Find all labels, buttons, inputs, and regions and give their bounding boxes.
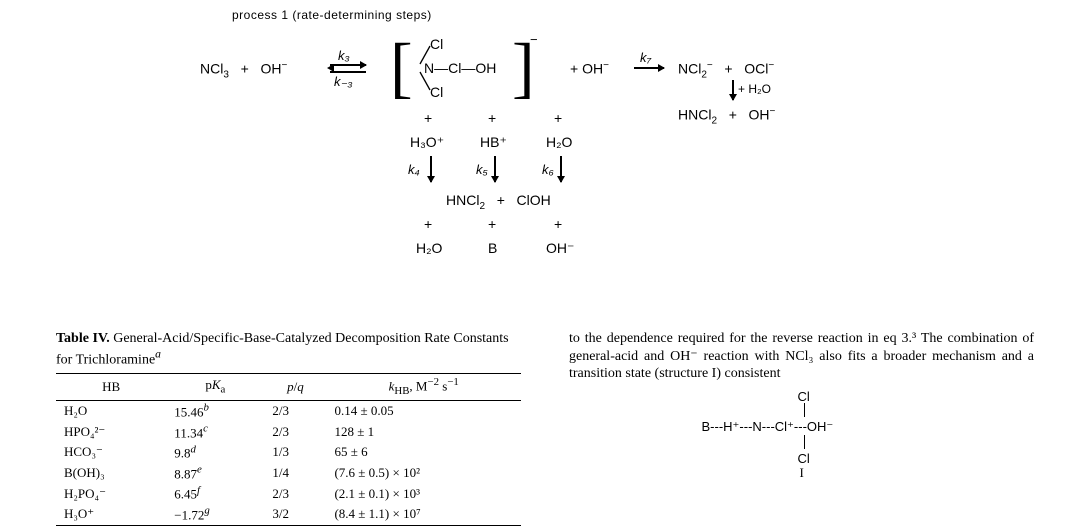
th-khb: kHB, M−2 s−1 (326, 373, 521, 400)
table-row: H₃O⁺−1.72g3/2(8.4 ± 1.1) × 10⁷ (56, 504, 521, 525)
table-title: Table IV. General-Acid/Specific-Base-Cat… (56, 330, 521, 369)
int-bonds (408, 36, 438, 100)
arrow-k6 (560, 156, 562, 182)
row2-prod: HNCl2 + OH− (678, 106, 775, 126)
col1-h3o: H₃O⁺ (410, 134, 444, 151)
reactant-ncl3: NCl3 + OH− (200, 60, 287, 80)
plus-oh-2: + OH− (570, 60, 609, 77)
struct-bond-top (804, 403, 805, 417)
th-pq: p/q (264, 373, 326, 400)
col3-h2o: H₂O (546, 134, 572, 150)
bot-oh: OH⁻ (546, 240, 574, 257)
rate-k4: k₄ (408, 162, 420, 177)
bot-plus3: + (554, 216, 562, 232)
rate-k6: k₆ (542, 162, 554, 177)
struct-label: I (800, 465, 804, 481)
arrow-k5 (494, 156, 496, 182)
table-row: B(OH)₃8.87e1/4(7.6 ± 0.5) × 10² (56, 463, 521, 484)
table-row: HCO₃⁻9.8d1/365 ± 6 (56, 442, 521, 463)
rate-k5: k₅ (476, 162, 488, 177)
eq-arrow-fwd (330, 64, 366, 66)
th-pka: pKa (166, 373, 264, 400)
eq-arrow-rev-head (327, 64, 334, 72)
scheme-title: process 1 (rate-determining steps) (232, 8, 432, 22)
col3-plus: + (554, 110, 562, 126)
structure-i: Cl B---H⁺---N---Cl⁺---OH⁻ Cl I (692, 389, 912, 479)
bot-h2o: H₂O (416, 240, 442, 256)
body-text: to the dependence required for the rever… (569, 330, 1034, 383)
plus-h2o: + H₂O (738, 82, 771, 96)
table-row: H₂O15.46b2/30.14 ± 0.05 (56, 401, 521, 422)
reaction-scheme: NCl3 + OH− k₃ k₋₃ [ Cl N—Cl—OH Cl ] − + … (180, 24, 900, 314)
text-column: to the dependence required for the rever… (569, 330, 1034, 526)
th-hb: HB (56, 373, 166, 400)
col2-plus: + (488, 110, 496, 126)
bot-plus2: + (488, 216, 496, 232)
arrow-h2o-down (732, 80, 734, 100)
rate-k7: k₇ (640, 50, 651, 65)
bot-plus1: + (424, 216, 432, 232)
bracket-charge: − (530, 32, 538, 47)
prod-right: NCl2− + OCl− (678, 60, 774, 80)
arrow-k4 (430, 156, 432, 182)
eq-arrow-rev (330, 71, 366, 73)
rate-k3: k₃ (338, 48, 350, 63)
struct-row: B---H⁺---N---Cl⁺---OH⁻ (702, 419, 834, 435)
arrow-k7 (634, 67, 664, 69)
col1-plus: + (424, 110, 432, 126)
prodline: HNCl2 + ClOH (446, 192, 551, 212)
struct-bond-bot (804, 435, 805, 449)
table-iv: HB pKa p/q kHB, M−2 s−1 H₂O15.46b2/30.14… (56, 373, 521, 526)
bot-b: B (488, 240, 497, 256)
table-row: HPO₄²⁻11.34c2/3128 ± 1 (56, 422, 521, 443)
table-column: Table IV. General-Acid/Specific-Base-Cat… (56, 330, 521, 526)
col2-hb: HB⁺ (480, 134, 507, 151)
table-row: H₂PO₄⁻6.45f2/3(2.1 ± 0.1) × 10³ (56, 483, 521, 504)
rate-k-minus3: k₋₃ (334, 74, 353, 90)
